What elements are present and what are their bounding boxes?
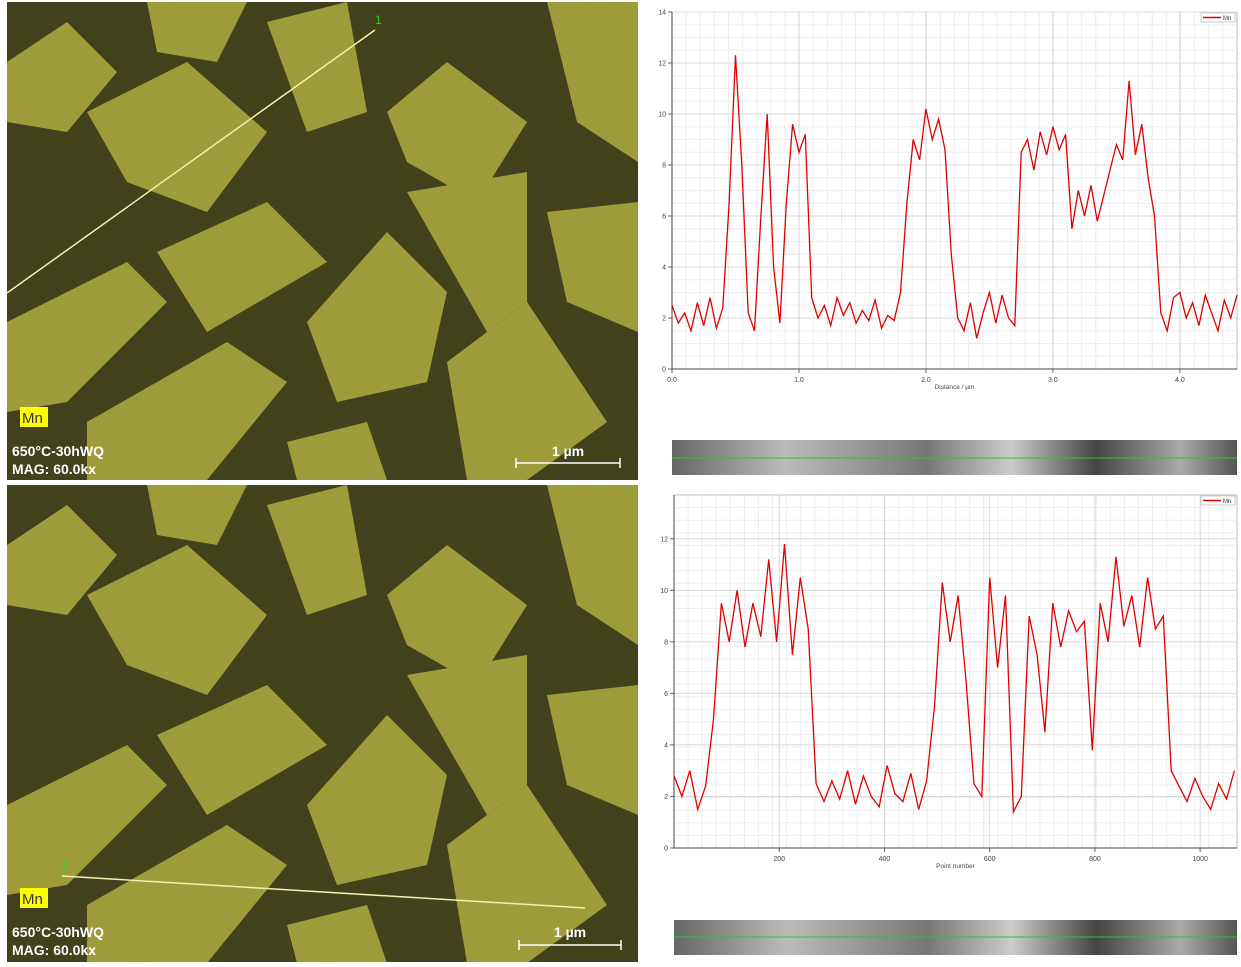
mag-label: MAG: 60.0kx [12, 461, 96, 477]
y-tick-label: 0 [662, 367, 666, 374]
sample-label: 650°C-30hWQ [12, 443, 104, 459]
mag-label: MAG: 60.0kx [12, 942, 96, 958]
x-tick-label: 600 [984, 856, 996, 863]
x-tick-label: 4.0 [1175, 377, 1185, 384]
eds-map [7, 485, 638, 962]
y-tick-label: 6 [664, 691, 668, 698]
y-tick-label: 4 [664, 742, 668, 749]
data-line [671, 55, 1238, 339]
y-tick-label: 12 [658, 61, 666, 68]
scan-line [6, 29, 376, 294]
scan-line [61, 875, 586, 909]
y-tick-label: 6 [662, 214, 666, 221]
x-tick-label: 0.0 [667, 377, 677, 384]
y-tick-label: 2 [664, 794, 668, 801]
data-line [673, 543, 1236, 815]
x-tick-label: 1.0 [794, 377, 804, 384]
y-tick-label: 10 [658, 112, 666, 119]
legend-label: Mn [1223, 16, 1231, 22]
sample-label: 650°C-30hWQ [12, 924, 104, 940]
y-tick-label: 2 [662, 316, 666, 323]
y-tick-label: 12 [660, 536, 668, 543]
y-tick-label: 4 [662, 265, 666, 272]
y-tick-label: 10 [660, 588, 668, 595]
y-tick-label: 8 [662, 163, 666, 170]
x-tick-label: 1000 [1192, 856, 1208, 863]
scan-label: 1 [375, 13, 382, 27]
y-tick-label: 0 [664, 846, 668, 853]
scale-bar [515, 458, 621, 468]
scale-bar [518, 940, 622, 950]
x-tick-label: 400 [879, 856, 891, 863]
scan-label: 1 [61, 858, 68, 872]
element-label: Mn [22, 891, 43, 908]
y-tick-label: 14 [658, 10, 666, 17]
scale-label: 1 µm [552, 443, 584, 459]
y-tick-label: 8 [664, 639, 668, 646]
x-axis-label: Point number [936, 863, 975, 870]
x-tick-label: 3.0 [1048, 377, 1058, 384]
eds-map [7, 2, 638, 480]
element-box [20, 407, 48, 427]
x-axis-label: Distance / µm [935, 384, 975, 391]
scale-label: 1 µm [554, 924, 586, 940]
element-box [20, 888, 48, 908]
legend-label: Mn [1223, 499, 1231, 505]
x-tick-label: 2.0 [921, 377, 931, 384]
x-tick-label: 800 [1089, 856, 1101, 863]
element-label: Mn [22, 410, 43, 427]
x-tick-label: 200 [773, 856, 785, 863]
